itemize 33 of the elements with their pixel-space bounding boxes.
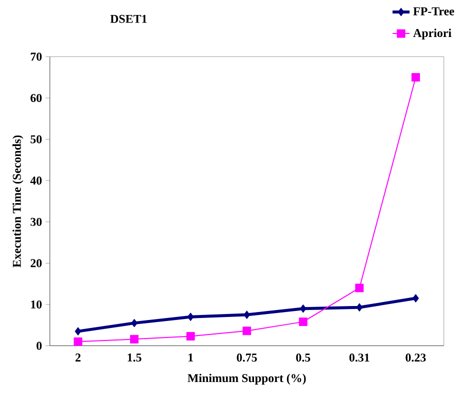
x-tick-label: 0.5	[296, 354, 310, 362]
x-tick-label: 1	[188, 354, 193, 362]
point	[356, 303, 363, 312]
point	[131, 318, 138, 328]
legend-label: Apriori	[413, 28, 452, 40]
point	[130, 334, 139, 344]
y-tick-label: 50	[30, 135, 42, 144]
point	[355, 284, 364, 292]
x-tick-label: 1.5	[128, 354, 142, 362]
y-tick-label: 60	[30, 94, 42, 102]
y-tick-label: 30	[30, 218, 42, 226]
y-tick-label: 70	[30, 52, 42, 61]
y-axis-title: Execution Time (Seconds)	[12, 136, 24, 268]
point	[186, 332, 195, 341]
point	[242, 326, 252, 336]
x-tick-label: 0.31	[349, 354, 370, 362]
point	[411, 73, 420, 82]
y-tick-label: 10	[31, 300, 42, 309]
point	[74, 337, 82, 346]
x-tick-label: 2	[76, 354, 81, 362]
point	[74, 327, 82, 336]
y-tick-label: 40	[30, 176, 42, 185]
chart-title: DSET1	[110, 14, 147, 23]
x-tick-label: 0.23	[406, 354, 426, 362]
x-axis-title: Minimum Support (%)	[188, 374, 306, 385]
point	[187, 312, 194, 322]
y-tick-label: 20	[30, 259, 42, 268]
legend-label: FP-Tree	[413, 7, 454, 16]
point	[300, 304, 306, 313]
point	[412, 294, 419, 303]
point	[298, 318, 308, 326]
x-tick-label: 0.75	[236, 354, 257, 362]
y-tick-label: 0	[36, 342, 42, 350]
